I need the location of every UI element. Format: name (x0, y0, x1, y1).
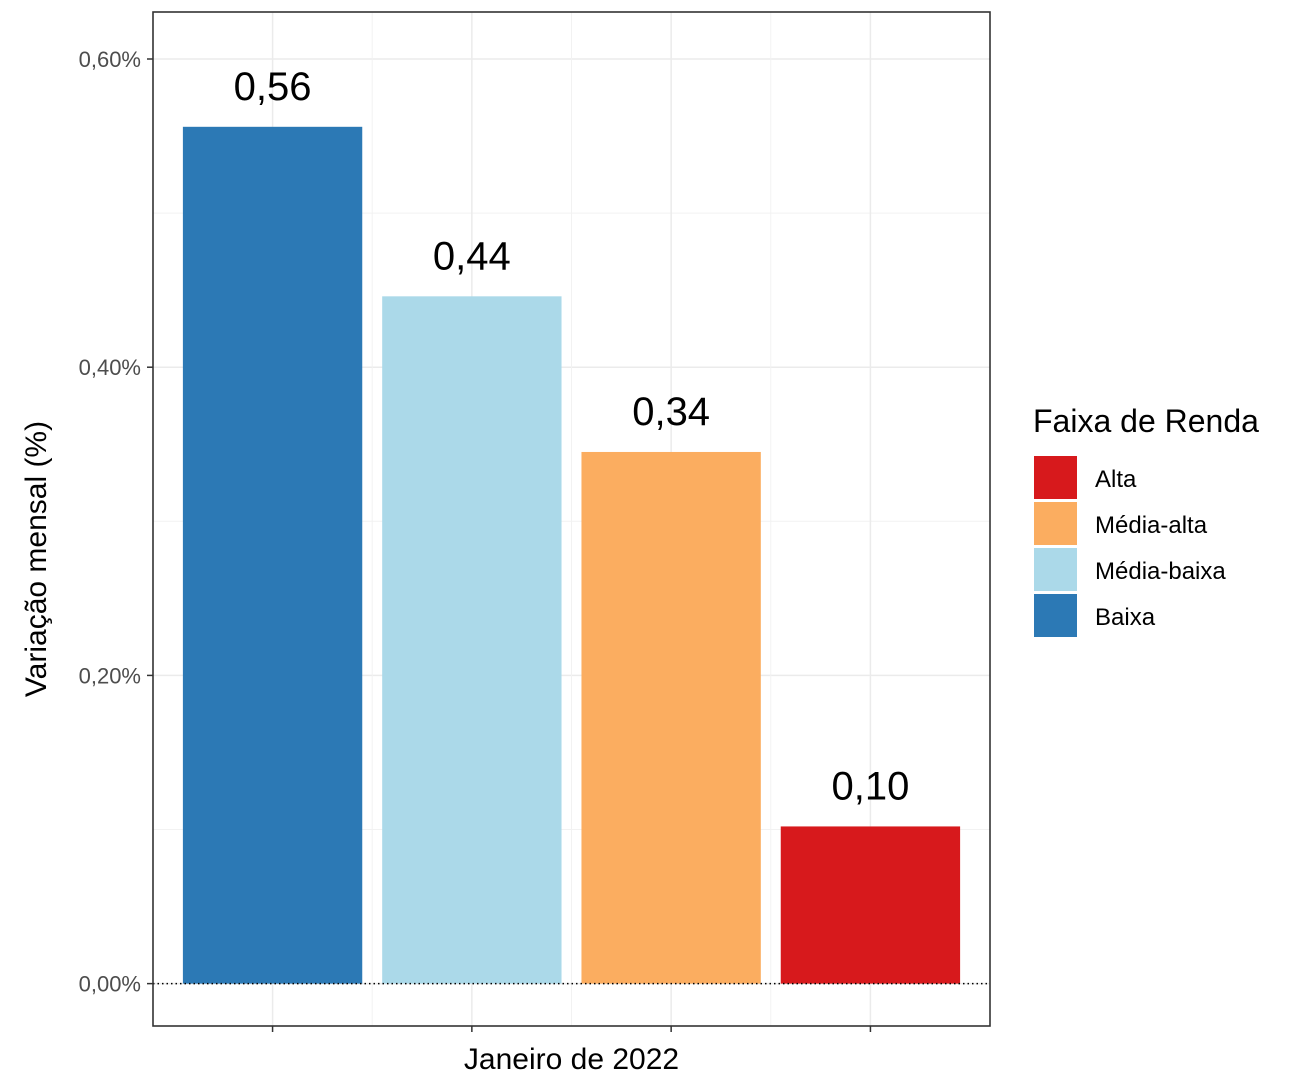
bars (182, 126, 961, 984)
y-tick-label: 0,00% (79, 972, 141, 997)
plot-panel-border (152, 11, 991, 1027)
legend-swatch (1034, 456, 1077, 499)
legend-items: Alta Média-alta Média-baixa Baixa (1034, 456, 1226, 637)
bar-m-dia-baixa (382, 296, 562, 984)
bar-value-label: 0,56 (234, 65, 312, 109)
legend: Faixa de Renda Alta Média-alta Média-baixa… (1033, 403, 1259, 637)
bar-baixa (182, 126, 363, 984)
bar-value-label: 0,44 (433, 234, 511, 278)
bar-value-label: 0,10 (831, 764, 909, 808)
legend-label: Média-baixa (1095, 558, 1226, 585)
bar-value-label: 0,34 (632, 390, 710, 434)
legend-swatch (1034, 502, 1077, 545)
legend-swatch (1034, 548, 1077, 591)
bar-alta (780, 826, 961, 984)
bar-value-labels: 0,56 0,44 0,34 0,10 (234, 65, 910, 809)
y-tick-label: 0,60% (79, 47, 141, 72)
y-tick-label: 0,20% (79, 663, 141, 688)
legend-swatch (1034, 594, 1077, 637)
y-axis: 0,00% 0,20% 0,40% 0,60% (79, 47, 153, 997)
legend-label: Alta (1095, 466, 1137, 493)
legend-label: Baixa (1095, 604, 1156, 631)
x-axis-title: Janeiro de 2022 (464, 1043, 679, 1075)
legend-label: Média-alta (1095, 512, 1208, 539)
x-axis (271, 1026, 872, 1032)
y-tick-label: 0,40% (79, 355, 141, 380)
bar-m-dia-alta (581, 451, 761, 984)
legend-title: Faixa de Renda (1033, 403, 1259, 439)
y-axis-title: Variação mensal (%) (20, 421, 53, 697)
